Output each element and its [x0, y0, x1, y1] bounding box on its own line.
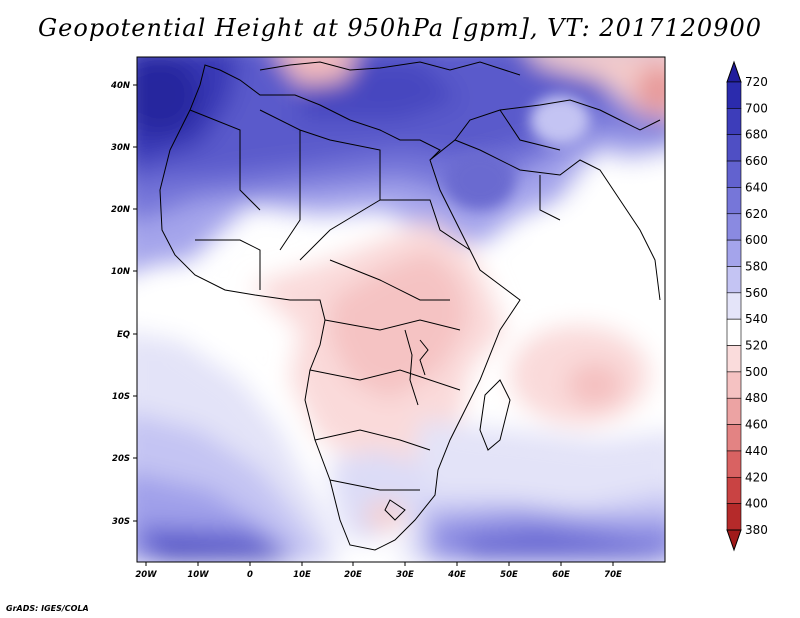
colorbar-swatch	[726, 108, 742, 136]
colorbar-swatch	[726, 503, 742, 531]
colorbar-level-label: 620	[745, 207, 768, 221]
lat-axis	[133, 84, 137, 522]
grads-credit: GrADS: IGES/COLA	[6, 604, 89, 613]
colorbar-level-label: 580	[745, 259, 768, 273]
colorbar: 720 700 680 660 640 620 600 580 560 540 520 500 480 4…	[726, 60, 768, 552]
colorbar-level-label: 400	[745, 497, 768, 511]
colorbar-level-label: 480	[745, 391, 768, 405]
colorbar-level-label: 560	[745, 286, 768, 300]
lon-tick-label: 0	[247, 570, 253, 580]
lon-tick-label: 50E	[500, 570, 518, 580]
colorbar-swatch	[726, 213, 742, 241]
lat-tick-label: 30N	[111, 143, 130, 153]
colorbar-level-label: 680	[745, 128, 768, 142]
colorbar-swatch	[726, 450, 742, 478]
map-title: Geopotential Height at 950hPa [gpm], VT:…	[38, 14, 762, 42]
colorbar-level-label: 540	[745, 312, 768, 326]
lon-tick-label: 60E	[552, 570, 570, 580]
lon-tick-label: 30E	[396, 570, 414, 580]
colorbar-level-label: 500	[745, 365, 768, 379]
colorbar-level-label: 720	[745, 75, 768, 89]
colorbar-swatch	[726, 187, 742, 215]
colorbar-min-arrow	[726, 529, 742, 552]
colorbar-swatch	[726, 160, 742, 188]
colorbar-swatch	[726, 318, 742, 346]
lon-axis	[145, 562, 614, 566]
lat-tick-label: 20N	[111, 205, 130, 215]
lon-tick-label: 20W	[135, 570, 157, 580]
colorbar-swatch	[726, 476, 742, 504]
height-field	[137, 57, 665, 562]
lat-tick-label: 10S	[112, 392, 130, 402]
colorbar-level-label: 700	[745, 101, 768, 115]
plot-frame	[136, 56, 666, 563]
colorbar-swatch	[726, 266, 742, 294]
colorbar-swatch	[726, 239, 742, 267]
lat-tick-label: 20S	[112, 454, 130, 464]
colorbar-swatch	[726, 292, 742, 320]
colorbar-max-arrow	[726, 60, 742, 83]
lat-tick-label: 40N	[110, 81, 130, 91]
lat-tick-label: 30S	[112, 517, 130, 527]
colorbar-swatch	[726, 81, 742, 109]
colorbar-level-label: 440	[745, 444, 768, 458]
colorbar-level-label: 640	[745, 180, 768, 194]
colorbar-swatch	[726, 345, 742, 373]
lon-tick-label: 10W	[187, 570, 209, 580]
lon-tick-label: 40E	[447, 570, 466, 580]
colorbar-level-label: 600	[745, 233, 768, 247]
colorbar-level-label: 460	[745, 418, 768, 432]
lon-tick-label: 70E	[604, 570, 622, 580]
colorbar-level-label: 660	[745, 154, 768, 168]
lat-tick-label: EQ	[117, 330, 130, 340]
colorbar-swatch	[726, 424, 742, 452]
coastlines-borders	[159, 61, 661, 551]
colorbar-swatch	[726, 371, 742, 399]
colorbar-swatch	[726, 397, 742, 425]
lon-tick-label: 10E	[293, 570, 311, 580]
colorbar-level-label: 420	[745, 470, 768, 484]
colorbar-level-label: 520	[745, 339, 768, 353]
lon-tick-label: 20E	[344, 570, 362, 580]
colorbar-swatch	[726, 134, 742, 162]
lat-tick-label: 10N	[111, 267, 130, 277]
colorbar-level-label: 380	[745, 523, 768, 537]
